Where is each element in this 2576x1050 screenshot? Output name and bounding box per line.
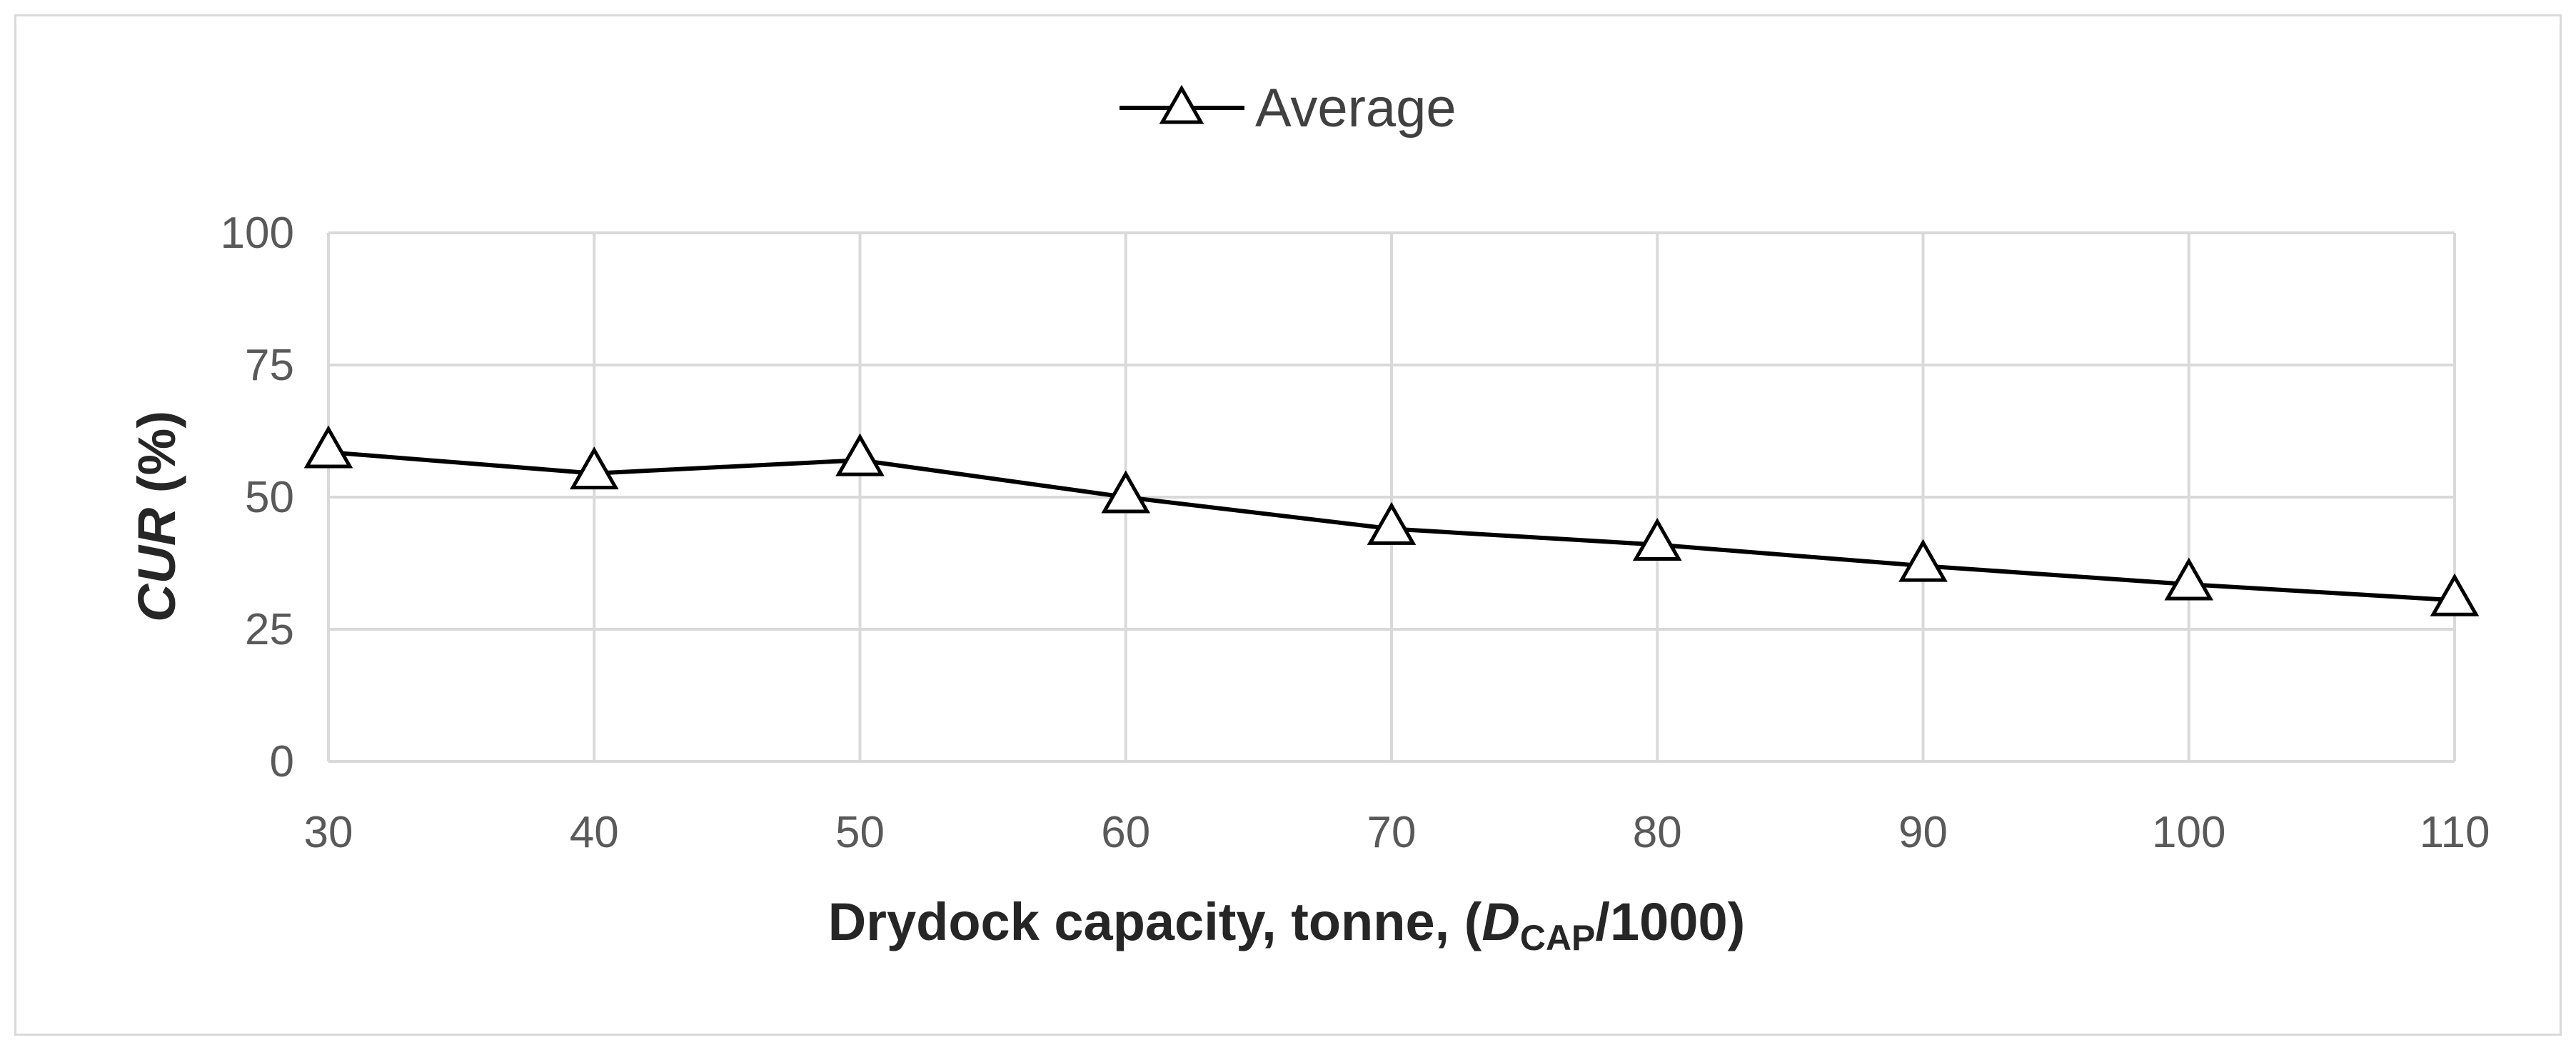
x-tick-label: 110 [2420,808,2490,857]
legend: Average [1120,78,1456,139]
grid [327,231,2456,763]
data-point-triangle [1101,470,1151,514]
data-point-triangle [2430,573,2480,616]
data-point-triangle [1898,539,1948,582]
x-tick-label: 30 [304,808,353,857]
legend-label: Average [1255,78,1456,139]
x-axis-ticks: 30 40 50 60 70 80 90 100 110 [304,808,2490,857]
y-tick-label: 100 [221,209,294,258]
x-axis-title-variable: D [1481,892,1519,951]
x-axis-title-subscript: CAP [1520,918,1596,958]
data-point-triangle [2164,557,2214,601]
data-point-triangle [1632,518,1682,561]
data-point-triangle [303,425,353,469]
x-tick-label: 70 [1367,808,1417,857]
y-axis-title: CUR (%) [127,411,186,622]
data-point-triangle [835,433,885,476]
chart-frame: 0 25 50 75 100 30 40 50 60 70 80 90 100 110 Average … [14,14,2562,1036]
y-tick-label: 25 [245,605,294,654]
data-point-triangle [569,446,619,490]
y-axis-title-variable: CUR [127,508,186,622]
y-tick-label: 50 [245,473,294,522]
x-tick-label: 90 [1898,808,1948,857]
x-axis-title: Drydock capacity, tonne, (DCAP/1000) [828,892,1746,958]
series-average [303,425,2480,616]
y-tick-label: 75 [245,341,294,390]
x-tick-label: 100 [2152,808,2225,857]
data-point-triangle [1367,501,1417,545]
legend-triangle-marker [1159,84,1204,124]
x-tick-label: 80 [1633,808,1682,857]
x-tick-label: 40 [570,808,619,857]
y-axis-ticks: 0 25 50 75 100 [221,209,294,786]
y-axis-title-unit: (%) [127,411,186,508]
x-axis-title-suffix: /1000) [1595,892,1745,951]
x-tick-label: 60 [1101,808,1150,857]
x-axis-title-prefix: Drydock capacity, tonne, ( [828,892,1482,951]
x-tick-label: 50 [835,808,885,857]
y-tick-label: 0 [270,737,294,786]
